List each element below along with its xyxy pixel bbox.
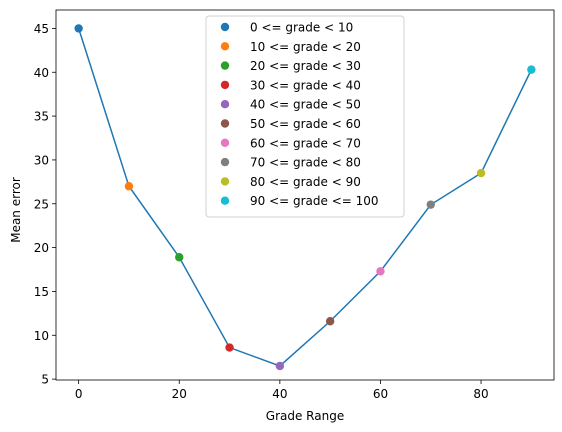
legend-marker — [220, 100, 230, 109]
plot-area — [74, 24, 536, 371]
data-point-3 — [225, 343, 234, 352]
x-tick-label: 0 — [75, 387, 83, 401]
legend-marker — [220, 138, 230, 147]
legend-label: 90 <= grade <= 100 — [250, 194, 379, 208]
data-point-2 — [175, 253, 184, 262]
legend-label: 60 <= grade < 70 — [250, 136, 361, 150]
x-tick-label: 20 — [172, 387, 187, 401]
data-point-1 — [124, 182, 134, 191]
y-tick-label: 15 — [34, 285, 49, 299]
legend: 0 <= grade < 10 10 <= grade < 20 20 <= gra… — [205, 15, 405, 218]
legend-marker — [220, 157, 230, 167]
data-point-9 — [527, 65, 536, 74]
legend-label: 40 <= grade < 50 — [250, 98, 361, 112]
legend-label: 10 <= grade < 20 — [250, 40, 361, 54]
x-tick-label: 80 — [473, 387, 488, 401]
x-tick-label: 40 — [272, 387, 287, 401]
y-tick-label: 25 — [34, 197, 49, 211]
y-tick-label: 5 — [41, 373, 49, 387]
legend-marker — [220, 177, 230, 186]
y-tick-label: 20 — [34, 241, 49, 255]
legend-marker — [220, 80, 230, 90]
y-axis-ticks: 5 10 15 20 25 30 35 40 45 — [34, 22, 56, 387]
legend-label: 30 <= grade < 40 — [250, 78, 361, 92]
legend-label: 50 <= grade < 60 — [250, 117, 361, 131]
y-tick-label: 10 — [34, 329, 49, 343]
y-tick-label: 45 — [34, 22, 49, 36]
axes-frame — [55, 9, 555, 381]
y-tick-label: 40 — [34, 66, 49, 80]
legend-marker — [220, 119, 230, 128]
legend-box — [205, 15, 405, 218]
legend-marker — [220, 42, 230, 51]
x-axis-label: Grade Range — [266, 409, 344, 423]
data-point-6 — [376, 267, 385, 276]
legend-marker — [220, 22, 230, 32]
y-tick-label: 35 — [34, 110, 49, 124]
data-point-4 — [275, 361, 285, 371]
legend-marker — [220, 61, 230, 70]
legend-label: 70 <= grade < 80 — [250, 156, 361, 170]
x-axis-ticks: 0 20 40 60 80 — [75, 380, 489, 401]
x-tick-label: 60 — [373, 387, 388, 401]
y-axis-label: Mean error — [9, 177, 23, 243]
legend-marker — [220, 196, 230, 205]
data-point-8 — [476, 168, 486, 178]
data-point-7 — [426, 200, 435, 209]
series-line — [77, 28, 533, 367]
data-point-0 — [74, 24, 83, 33]
legend-label: 20 <= grade < 30 — [250, 59, 361, 73]
legend-label: 80 <= grade < 90 — [250, 175, 361, 189]
legend-label: 0 <= grade < 10 — [250, 21, 353, 35]
y-tick-label: 30 — [34, 153, 49, 167]
data-point-5 — [325, 317, 335, 326]
